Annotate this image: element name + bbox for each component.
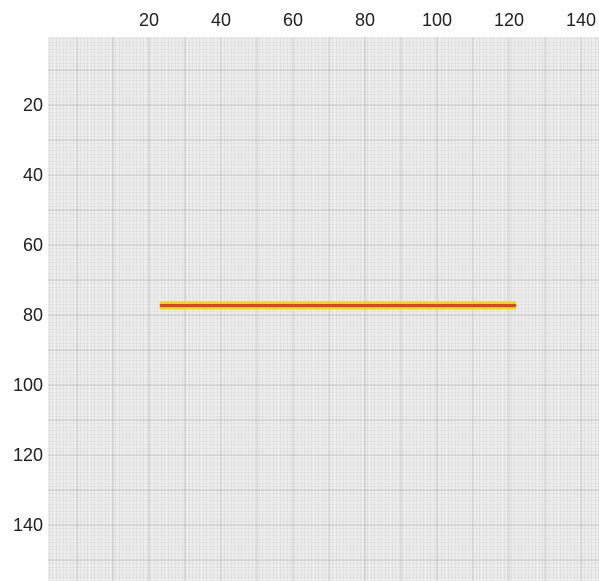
- y-tick-label: 60: [23, 235, 43, 255]
- x-tick-label: 20: [139, 10, 159, 30]
- x-tick-label: 100: [422, 10, 452, 30]
- y-tick-label: 120: [13, 445, 43, 465]
- y-axis-tick-labels: 20 40 60 80 100 120 140: [13, 95, 43, 535]
- x-tick-label: 80: [355, 10, 375, 30]
- y-tick-label: 40: [23, 165, 43, 185]
- x-tick-label: 60: [283, 10, 303, 30]
- x-tick-label: 40: [211, 10, 231, 30]
- x-tick-label: 140: [566, 10, 596, 30]
- x-tick-label: 120: [494, 10, 524, 30]
- y-tick-label: 80: [23, 305, 43, 325]
- y-tick-label: 20: [23, 95, 43, 115]
- y-tick-label: 100: [13, 375, 43, 395]
- x-axis-tick-labels: 20 40 60 80 100 120 140: [139, 10, 596, 30]
- y-tick-label: 140: [13, 515, 43, 535]
